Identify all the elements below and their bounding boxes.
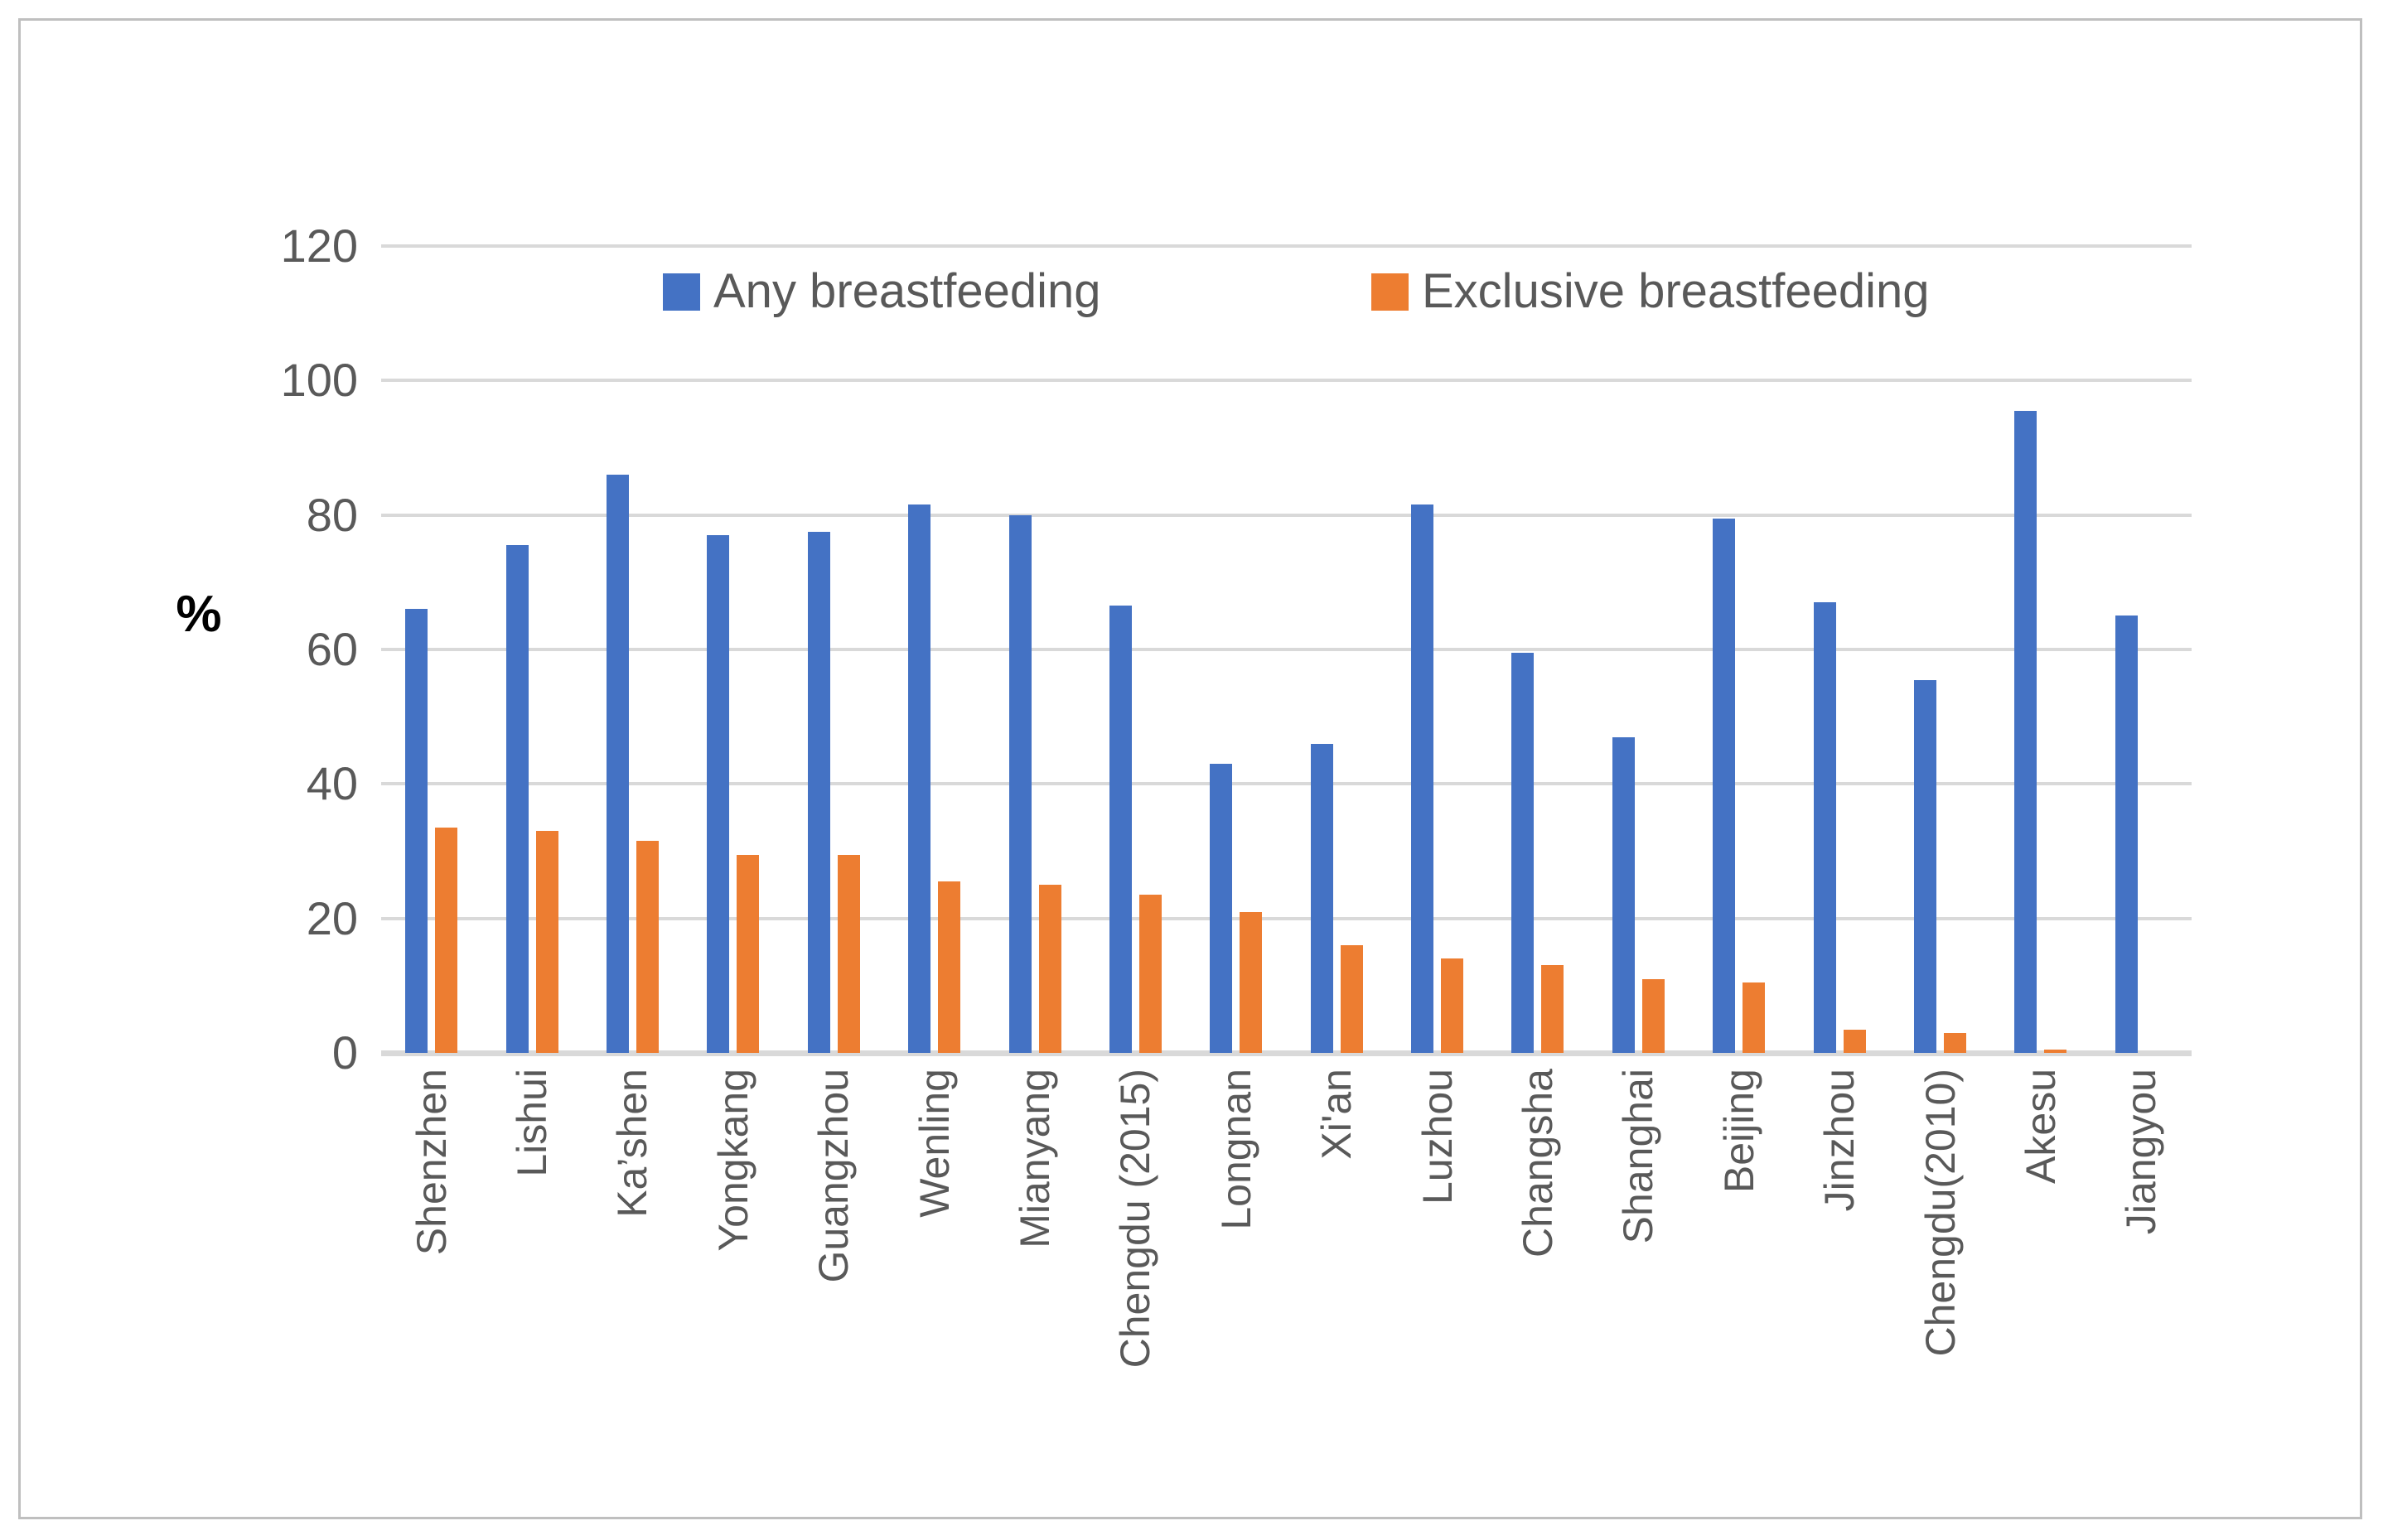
bar-any-13: [1713, 518, 1736, 1053]
bar-any-6: [1008, 514, 1032, 1053]
y-tick-label-80: 80: [306, 488, 358, 541]
x-label-12: Shanghai: [1615, 1069, 1662, 1244]
bar-exclusive-14: [1843, 1029, 1866, 1053]
bar-exclusive-5: [938, 881, 961, 1053]
x-label-2: Ka’shen: [609, 1069, 656, 1218]
x-label-7: Chengdu (2015): [1112, 1069, 1159, 1369]
bar-exclusive-2: [636, 841, 659, 1053]
y-tick-label-100: 100: [280, 354, 358, 407]
x-label-5: Wenling: [911, 1069, 958, 1218]
bar-any-15: [1914, 679, 1937, 1053]
y-tick-label-20: 20: [306, 891, 358, 944]
bar-exclusive-13: [1743, 982, 1766, 1053]
gridline-100: [381, 379, 2192, 383]
bar-any-3: [707, 535, 730, 1053]
bar-any-4: [807, 531, 830, 1053]
bar-exclusive-7: [1138, 895, 1162, 1053]
x-label-8: Longnan: [1212, 1069, 1259, 1230]
bar-exclusive-3: [737, 854, 760, 1053]
x-label-14: Jinzhou: [1816, 1069, 1863, 1212]
bar-exclusive-6: [1038, 885, 1061, 1053]
bar-exclusive-0: [435, 828, 458, 1053]
x-label-13: Beijing: [1715, 1069, 1762, 1194]
bar-exclusive-10: [1441, 958, 1464, 1053]
legend-label-any: Any breastfeeding: [713, 264, 1101, 318]
bar-exclusive-11: [1541, 965, 1564, 1053]
legend-swatch-any: [663, 273, 700, 311]
bar-any-5: [908, 504, 931, 1053]
bar-exclusive-8: [1240, 911, 1263, 1053]
bar-any-12: [1612, 736, 1635, 1053]
y-tick-label-60: 60: [306, 622, 358, 675]
x-label-17: Jiangyou: [2118, 1069, 2165, 1235]
bar-any-17: [2115, 616, 2138, 1053]
legend-entry-any-breastfeeding: Any breastfeeding: [663, 265, 1101, 318]
bar-exclusive-9: [1340, 945, 1363, 1053]
bar-exclusive-16: [2044, 1049, 2067, 1053]
x-label-16: Akesu: [2017, 1069, 2064, 1184]
gridline-20: [381, 916, 2192, 920]
bar-exclusive-4: [837, 854, 860, 1053]
bar-any-2: [606, 474, 629, 1053]
x-label-3: Yongkang: [709, 1069, 756, 1252]
bar-exclusive-1: [535, 831, 558, 1053]
bar-exclusive-12: [1641, 978, 1665, 1053]
y-tick-label-0: 0: [331, 1026, 358, 1079]
y-axis-title: %: [176, 586, 222, 643]
bar-exclusive-15: [1944, 1032, 1967, 1053]
bar-any-9: [1310, 743, 1333, 1053]
gridline-60: [381, 647, 2192, 651]
x-label-9: Xi'an: [1313, 1069, 1361, 1160]
x-label-10: Luzhou: [1414, 1069, 1461, 1205]
legend-entry-exclusive-breastfeeding: Exclusive breastfeeding: [1371, 265, 1930, 318]
y-tick-label-120: 120: [280, 219, 358, 272]
bar-any-10: [1411, 504, 1434, 1053]
x-label-0: Shenzhen: [408, 1069, 455, 1256]
legend-label-exclusive: Exclusive breastfeeding: [1422, 264, 1930, 318]
x-label-15: Chengdu(2010): [1917, 1069, 1964, 1357]
bar-any-16: [2014, 410, 2037, 1053]
legend-swatch-exclusive: [1371, 273, 1409, 311]
bar-any-1: [505, 545, 529, 1053]
bar-any-8: [1210, 763, 1233, 1053]
gridline-40: [381, 782, 2192, 786]
x-label-6: Mianyang: [1012, 1069, 1059, 1248]
x-label-4: Guangzhou: [810, 1069, 858, 1283]
y-tick-label-40: 40: [306, 757, 358, 810]
x-axis-baseline: [381, 1050, 2192, 1056]
bar-any-14: [1813, 602, 1836, 1053]
gridline-80: [381, 513, 2192, 517]
gridline-120: [381, 244, 2192, 248]
bar-any-0: [405, 609, 428, 1053]
bar-any-11: [1511, 653, 1535, 1053]
x-label-11: Changsha: [1514, 1069, 1561, 1258]
x-label-1: Lishui: [509, 1069, 556, 1177]
bar-any-7: [1109, 606, 1132, 1053]
